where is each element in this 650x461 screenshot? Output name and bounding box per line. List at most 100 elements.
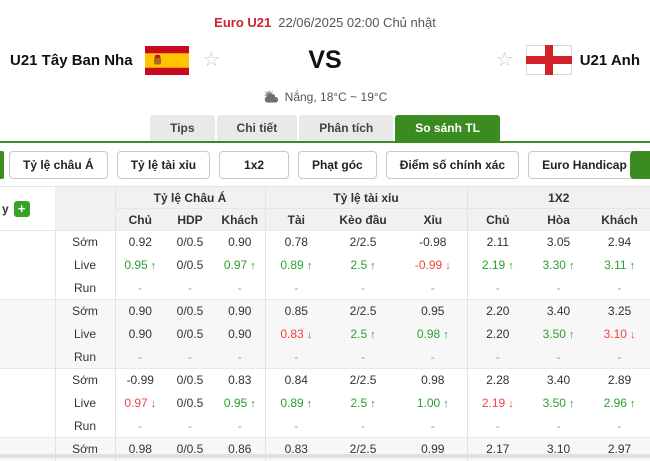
filter-phat-goc[interactable]: Phạt góc (298, 151, 377, 179)
odds-cell: - (589, 277, 650, 300)
odds-cell: 3.10↓ (589, 323, 650, 346)
odds-cell: - (165, 346, 215, 369)
odds-cell: 0.84 (265, 369, 327, 392)
corner-label: y (2, 202, 9, 216)
tabs-bar: Tips Chi tiết Phân tích So sánh TL (0, 115, 650, 143)
trend-down-icon: ↓ (508, 398, 514, 410)
odds-market-filters: Tỷ lệ châu Á Tỷ lệ tài xỉu 1x2 Phạt góc … (0, 151, 650, 179)
trend-up-icon: ↑ (569, 398, 575, 410)
filter-ty-le-tai-xiu[interactable]: Tỷ lệ tài xỉu (117, 151, 210, 179)
weather-sun-cloud-icon (263, 90, 280, 103)
filter-diem-so-chinh-xac[interactable]: Điểm số chính xác (386, 151, 519, 179)
trend-up-icon: ↑ (250, 398, 256, 410)
column-header-away: Khách (215, 209, 265, 231)
trend-up-icon: ↑ (569, 329, 575, 341)
odds-cell: 0.95↑ (215, 392, 265, 415)
bookmaker-column-header: y + (0, 187, 55, 231)
group-header-asian-handicap: Tỷ lệ Châu Á (115, 187, 265, 209)
odds-cell: - (589, 346, 650, 369)
odds-cell: 0.95↑ (115, 254, 165, 277)
offscreen-left-button[interactable] (0, 151, 4, 179)
column-header-over: Tài (265, 209, 327, 231)
odds-cell: - (115, 277, 165, 300)
tab-so-sanh-tl[interactable]: So sánh TL (395, 115, 500, 141)
odds-cell: 3.25 (589, 300, 650, 323)
odds-cell: 2/2.5 (327, 300, 399, 323)
column-header-home: Chủ (115, 209, 165, 231)
add-bookmaker-button[interactable]: + (14, 201, 30, 217)
trend-up-icon: ↑ (630, 260, 636, 272)
odds-cell: 2.19↑ (467, 254, 528, 277)
away-team: ☆ U21 Anh (370, 45, 640, 75)
odds-cell: 0/0.5 (165, 323, 215, 346)
spain-flag-icon (145, 46, 189, 75)
filter-euro-handicap[interactable]: Euro Handicap (528, 151, 641, 179)
home-team: U21 Tây Ban Nha ☆ (10, 46, 280, 75)
odds-cell: - (528, 346, 589, 369)
group-header-1x2: 1X2 (467, 187, 650, 209)
trend-up-icon: ↑ (443, 329, 449, 341)
odds-cell: 3.50↑ (528, 323, 589, 346)
odds-cell: - (327, 415, 399, 438)
odds-cell: 2.28 (467, 369, 528, 392)
odds-cell: - (165, 277, 215, 300)
odds-cell: 2.89 (589, 369, 650, 392)
column-header-goal-line: Kèo đầu (327, 209, 399, 231)
odds-cell: 2.5↑ (327, 323, 399, 346)
odds-cell: 0.97↓ (115, 392, 165, 415)
odds-row: Run--------- (0, 277, 650, 300)
odds-cell: 0.97↑ (215, 254, 265, 277)
odds-cell: 3.50↑ (528, 392, 589, 415)
odds-cell: - (467, 415, 528, 438)
row-type-column-header (55, 187, 115, 231)
odds-cell: 2.96↑ (589, 392, 650, 415)
odds-cell: 0/0.5 (165, 392, 215, 415)
home-team-name: U21 Tây Ban Nha (10, 52, 133, 69)
offscreen-right-button[interactable] (630, 151, 650, 179)
tab-tips[interactable]: Tips (150, 115, 214, 141)
odds-cell: 3.05 (528, 231, 589, 254)
odds-row: Run--------- (0, 346, 650, 369)
row-type-label: Run (55, 277, 115, 300)
teams-row: U21 Tây Ban Nha ☆ VS ☆ U21 (0, 42, 650, 78)
odds-cell: 2.94 (589, 231, 650, 254)
trend-up-icon: ↑ (443, 398, 449, 410)
match-datetime: 22/06/2025 02:00 Chủ nhật (278, 15, 436, 30)
odds-cell: 0.95 (399, 300, 467, 323)
filter-ty-le-chau-a[interactable]: Tỷ lệ châu Á (9, 151, 108, 179)
group-header-over-under: Tỷ lệ tài xỉu (265, 187, 467, 209)
row-type-label: Live (55, 254, 115, 277)
odds-cell: 0/0.5 (165, 369, 215, 392)
odds-cell: 0.90 (215, 300, 265, 323)
tab-phan-tich[interactable]: Phân tích (299, 115, 393, 141)
odds-cell: 0/0.5 (165, 300, 215, 323)
odds-cell: 0.83↓ (265, 323, 327, 346)
trend-up-icon: ↑ (508, 260, 514, 272)
favorite-star-away-icon[interactable]: ☆ (496, 50, 514, 70)
odds-cell: 2.5↑ (327, 254, 399, 277)
odds-cell: - (165, 415, 215, 438)
odds-cell: 0.98↑ (399, 323, 467, 346)
odds-cell: - (265, 346, 327, 369)
row-type-label: Live (55, 323, 115, 346)
england-flag-icon (526, 45, 572, 75)
odds-cell: 0.90 (215, 231, 265, 254)
weather-line: Nắng, 18°C ~ 19°C (0, 88, 650, 105)
tab-chi-tiet[interactable]: Chi tiết (217, 115, 298, 141)
column-header-1x2-away: Khách (589, 209, 650, 231)
odds-cell: 2/2.5 (327, 369, 399, 392)
row-type-label: Live (55, 392, 115, 415)
column-header-draw: Hòa (528, 209, 589, 231)
filter-1x2[interactable]: 1x2 (219, 151, 289, 179)
column-header-under: Xỉu (399, 209, 467, 231)
odds-cell: 0.89↑ (265, 254, 327, 277)
odds-cell: 2.20 (467, 300, 528, 323)
weather-text: Nắng, 18°C ~ 19°C (285, 90, 388, 104)
favorite-star-home-icon[interactable]: ☆ (203, 50, 221, 70)
odds-cell: -0.99↓ (399, 254, 467, 277)
odds-row: Run--------- (0, 415, 650, 438)
